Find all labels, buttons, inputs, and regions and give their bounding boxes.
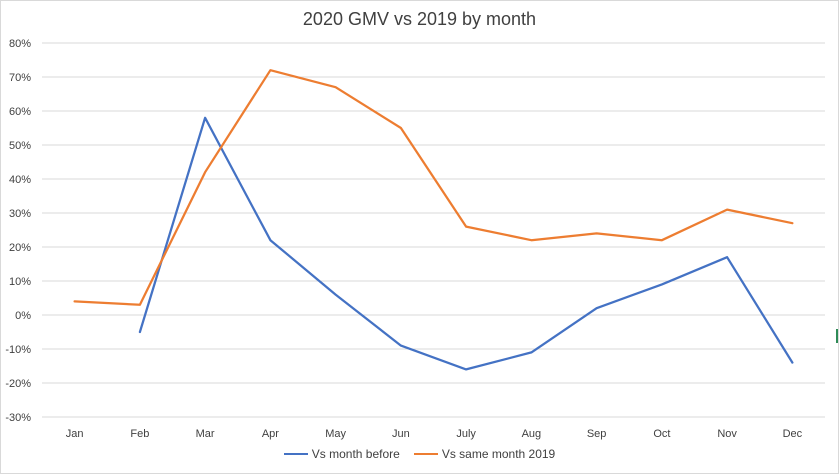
chart-title: 2020 GMV vs 2019 by month — [302, 9, 537, 29]
legend-item: Vs same month 2019 — [413, 447, 556, 461]
x-tick-label: Jun — [392, 428, 410, 440]
legend-label: Vs same month 2019 — [441, 447, 556, 461]
legend-swatch — [413, 453, 438, 455]
x-axis-ticks: Jan Feb Mar Apr May Jun July Aug Sep Oct Nov Dec — [66, 428, 803, 440]
x-tick-label: Jan — [66, 428, 84, 440]
series-lines — [73, 69, 794, 371]
y-tick-label: -20% — [5, 378, 31, 390]
legend: Vs month before Vs same month 2019 — [1, 447, 838, 461]
y-tick-label: 40% — [9, 174, 31, 186]
x-tick-label: July — [456, 428, 476, 440]
legend-label: Vs month before — [311, 447, 400, 461]
x-tick-label: Apr — [262, 428, 279, 440]
y-tick-label: 20% — [9, 242, 31, 254]
y-tick-label: 30% — [9, 208, 31, 220]
x-tick-label: Nov — [717, 428, 737, 440]
y-tick-label: -10% — [5, 344, 31, 356]
y-tick-label: 50% — [9, 140, 31, 152]
edge-marker — [836, 329, 838, 343]
legend-swatch — [283, 453, 308, 455]
y-tick-label: 0% — [15, 310, 31, 322]
x-tick-label: Feb — [130, 428, 149, 440]
series-line-2 — [73, 69, 794, 306]
x-tick-label: Aug — [522, 428, 542, 440]
gridlines — [42, 42, 825, 418]
y-tick-label: 70% — [9, 72, 31, 84]
x-tick-label: Oct — [653, 428, 670, 440]
x-tick-label: Dec — [783, 428, 803, 440]
y-tick-label: 10% — [9, 276, 31, 288]
y-tick-label: 60% — [9, 106, 31, 118]
y-tick-label: 80% — [9, 38, 31, 50]
x-tick-label: May — [325, 428, 346, 440]
x-tick-label: Sep — [587, 428, 607, 440]
legend-item: Vs month before — [283, 447, 400, 461]
series-line-1 — [138, 116, 794, 371]
x-tick-label: Mar — [196, 428, 215, 440]
y-tick-label: -30% — [5, 412, 31, 424]
y-axis-ticks: -30% -20% -10% 0% 10% 20% 30% 40% 50% 60% 70% 80% — [5, 38, 31, 424]
